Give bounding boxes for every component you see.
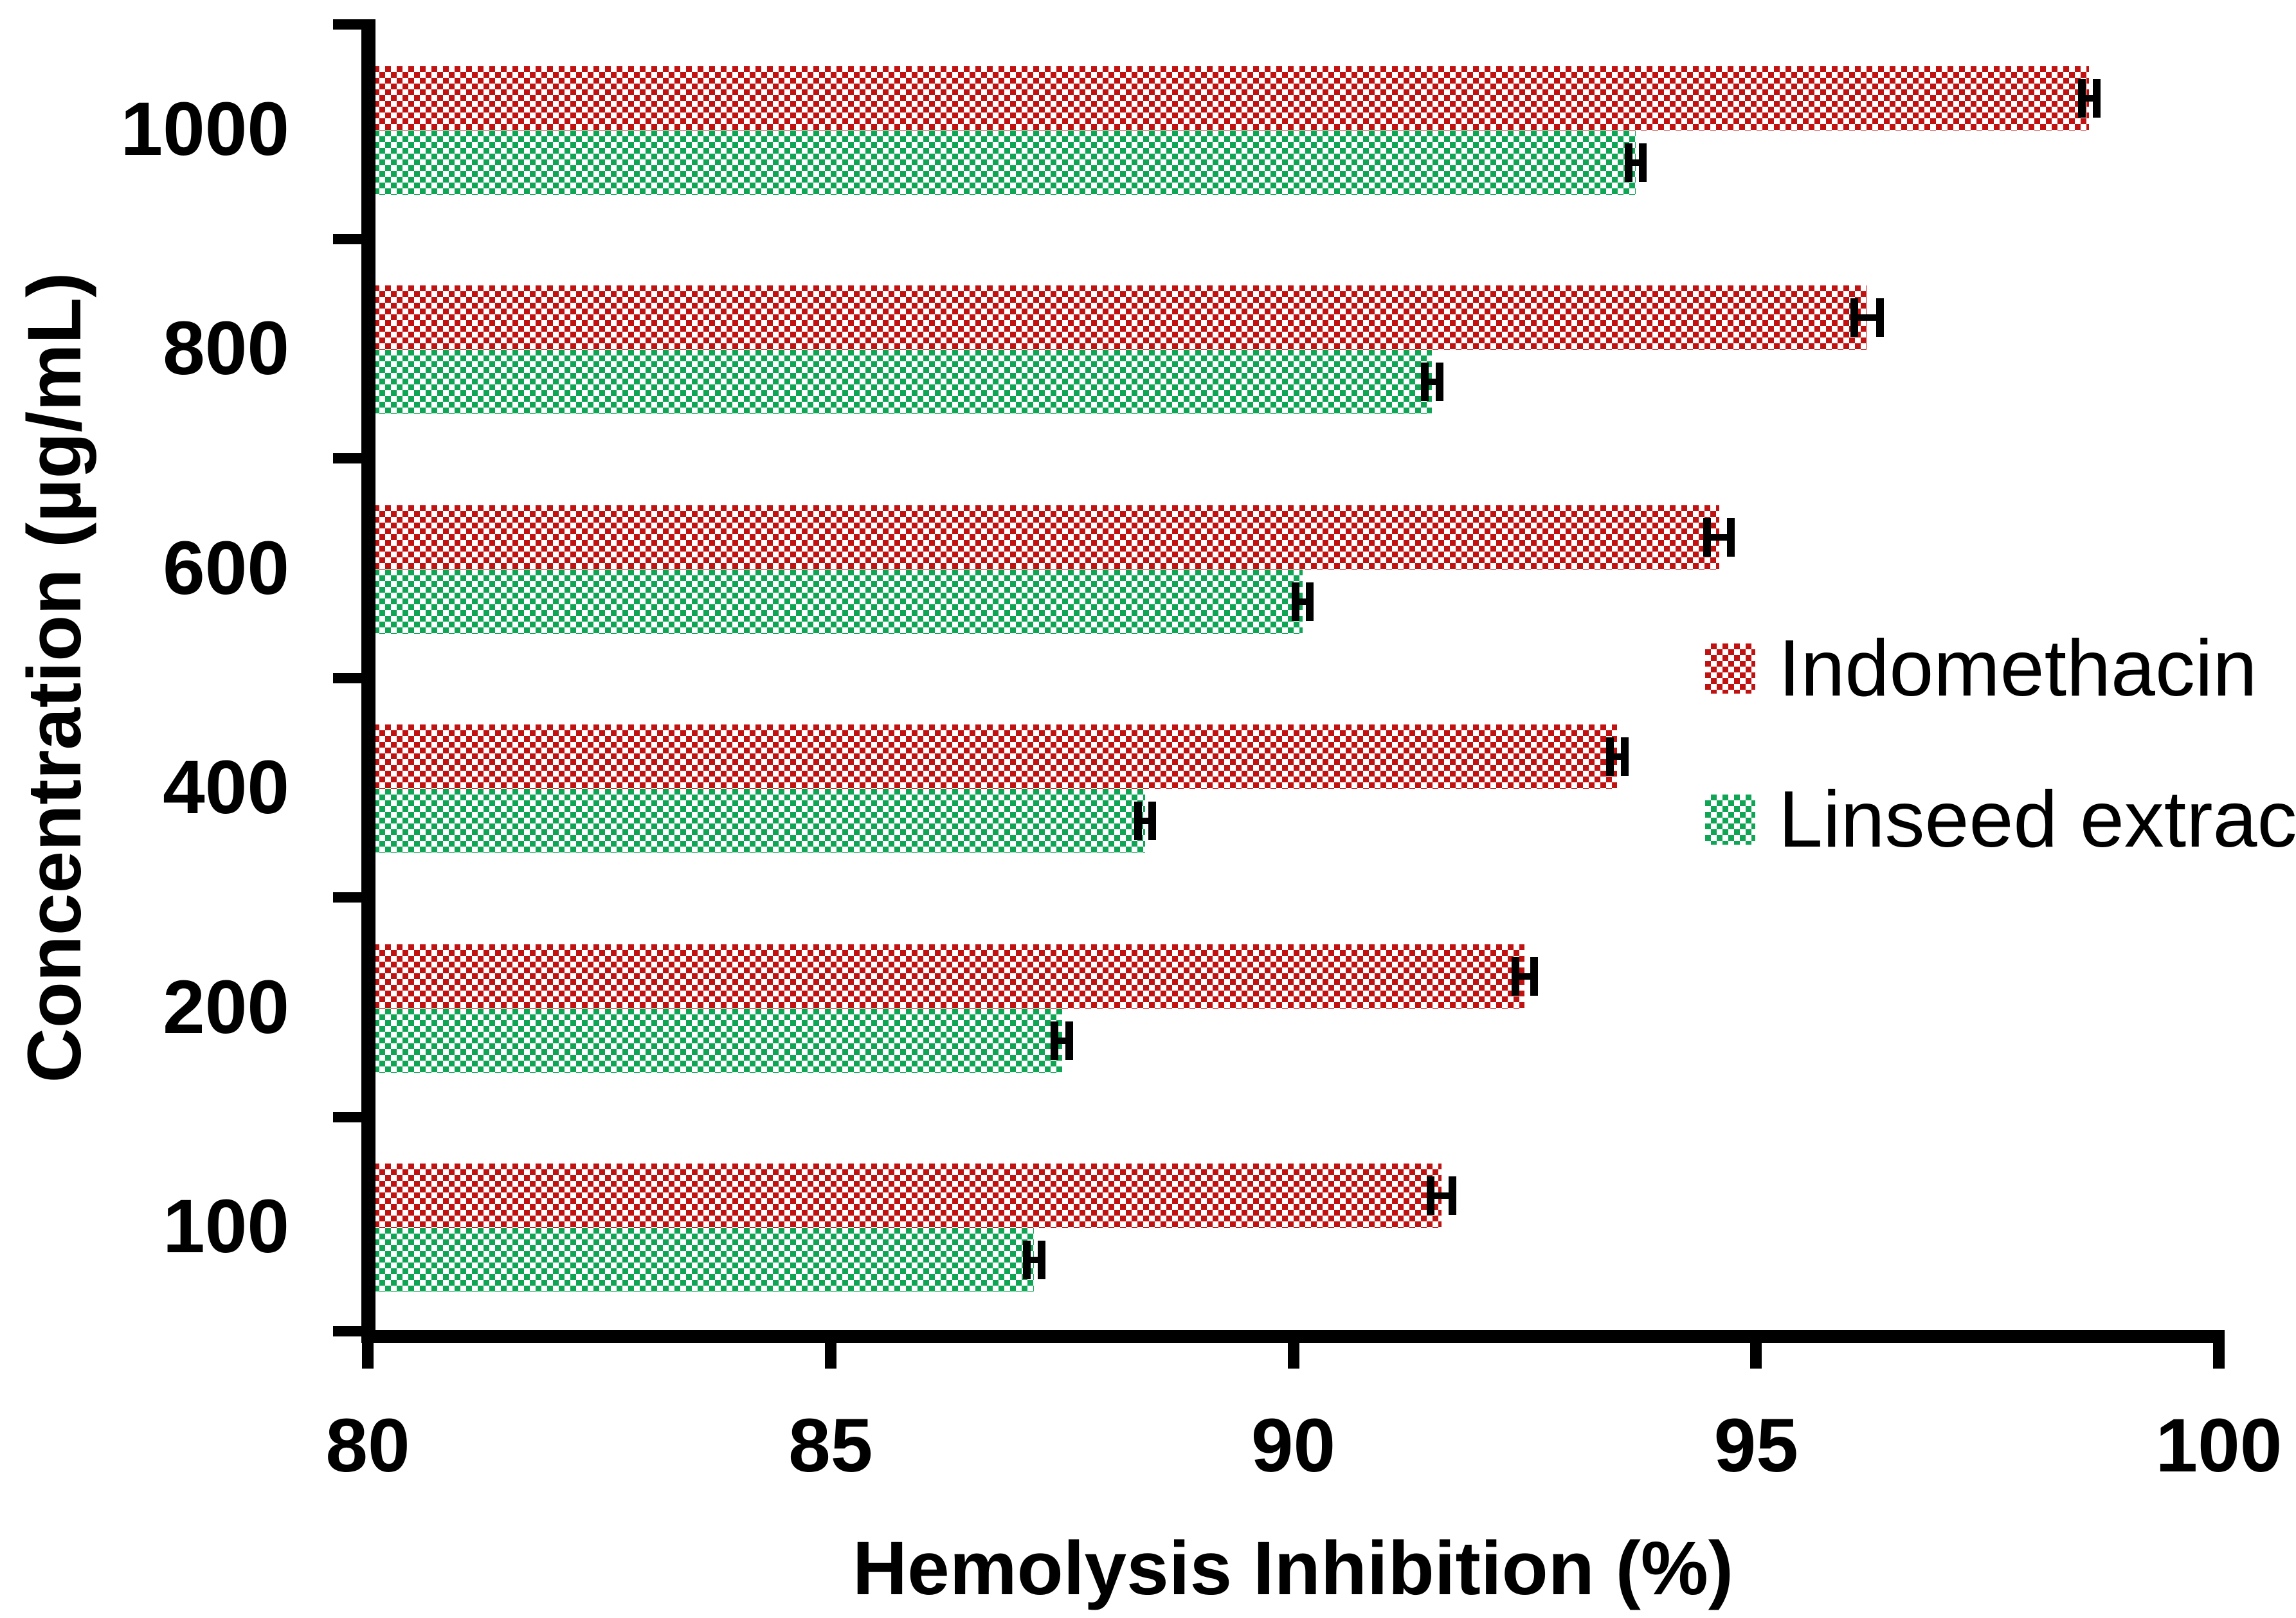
error-bar-linseed-extract-200 xyxy=(1051,1021,1073,1060)
error-bar-linseed-extract-1000 xyxy=(1624,143,1647,182)
y-tick-boundary-5 xyxy=(333,1111,368,1122)
error-bar-linseed-extract-400 xyxy=(1134,802,1157,841)
bar-indomethacin-600 xyxy=(368,505,1719,570)
y-axis-title: Concentration (µg/mL) xyxy=(12,272,97,1083)
error-bar-indomethacin-400 xyxy=(1606,737,1629,777)
y-tick-label-1000: 1000 xyxy=(120,86,289,172)
x-tick-label-90: 90 xyxy=(1251,1403,1336,1488)
y-tick-label-800: 800 xyxy=(163,306,289,391)
y-tick-boundary-3 xyxy=(333,672,368,683)
x-tick-label-100: 100 xyxy=(2155,1403,2282,1488)
y-tick-label-100: 100 xyxy=(163,1184,289,1270)
error-bar-indomethacin-600 xyxy=(1703,517,1735,557)
bar-indomethacin-200 xyxy=(368,944,1525,1009)
x-tick-95 xyxy=(1750,1343,1762,1369)
legend-label-linseed-extract: Linseed extract xyxy=(1778,775,2296,864)
bar-linseed-extract-200 xyxy=(368,1008,1062,1073)
y-tick-boundary-2 xyxy=(333,453,368,463)
x-tick-90 xyxy=(1287,1343,1299,1369)
x-tick-label-95: 95 xyxy=(1713,1403,1798,1488)
error-bar-line xyxy=(1632,159,1640,166)
error-bar-linseed-extract-800 xyxy=(1421,363,1443,402)
x-tick-label-80: 80 xyxy=(325,1403,410,1488)
bar-linseed-extract-600 xyxy=(368,569,1303,634)
error-bar-indomethacin-1000 xyxy=(2078,78,2101,118)
error-bar-line xyxy=(1031,1257,1038,1264)
y-axis-line xyxy=(361,19,375,1343)
bar-indomethacin-1000 xyxy=(368,66,2090,130)
y-tick-label-200: 200 xyxy=(163,964,289,1050)
legend-swatch-indomethacin xyxy=(1705,643,1755,694)
error-bar-line xyxy=(1058,1037,1065,1044)
legend-swatch-linseed-extract xyxy=(1705,795,1755,845)
bar-linseed-extract-400 xyxy=(368,789,1146,854)
x-axis-title: Hemolysis Inhibition (%) xyxy=(852,1526,1734,1611)
x-tick-label-85: 85 xyxy=(788,1403,873,1488)
error-bar-line xyxy=(1614,753,1621,760)
error-bar-line xyxy=(1519,973,1530,980)
error-bar-line xyxy=(1711,534,1728,541)
y-tick-boundary-1 xyxy=(333,233,368,244)
x-tick-80 xyxy=(362,1343,374,1369)
error-bar-line xyxy=(1434,1192,1449,1200)
error-bar-indomethacin-800 xyxy=(1850,298,1884,337)
bar-indomethacin-800 xyxy=(368,285,1867,350)
error-bar-line xyxy=(1299,598,1306,605)
y-tick-label-400: 400 xyxy=(163,745,289,831)
legend-entry-indomethacin: Indomethacin xyxy=(1705,627,2257,710)
bar-indomethacin-400 xyxy=(368,724,1618,789)
bar-linseed-extract-1000 xyxy=(368,130,1636,195)
error-bar-line xyxy=(1141,818,1149,825)
error-bar-line xyxy=(2086,94,2093,102)
y-tick-label-600: 600 xyxy=(163,525,289,611)
error-bar-linseed-extract-100 xyxy=(1023,1241,1045,1280)
error-bar-linseed-extract-600 xyxy=(1291,582,1314,621)
error-bar-line xyxy=(1429,379,1436,386)
legend-entry-linseed-extract: Linseed extract xyxy=(1705,778,2296,861)
bar-linseed-extract-800 xyxy=(368,350,1433,415)
bar-indomethacin-100 xyxy=(368,1164,1442,1228)
error-bar-line xyxy=(1858,314,1876,321)
legend-label-indomethacin: Indomethacin xyxy=(1778,624,2257,713)
bar-linseed-extract-100 xyxy=(368,1228,1035,1293)
x-tick-85 xyxy=(824,1343,836,1369)
x-tick-100 xyxy=(2213,1343,2225,1369)
error-bar-indomethacin-200 xyxy=(1512,957,1538,996)
y-tick-boundary-4 xyxy=(333,892,368,903)
y-tick-boundary-0 xyxy=(333,19,368,30)
error-bar-indomethacin-100 xyxy=(1426,1176,1456,1216)
y-tick-boundary-6 xyxy=(333,1326,368,1336)
x-axis-line xyxy=(361,1330,2225,1343)
